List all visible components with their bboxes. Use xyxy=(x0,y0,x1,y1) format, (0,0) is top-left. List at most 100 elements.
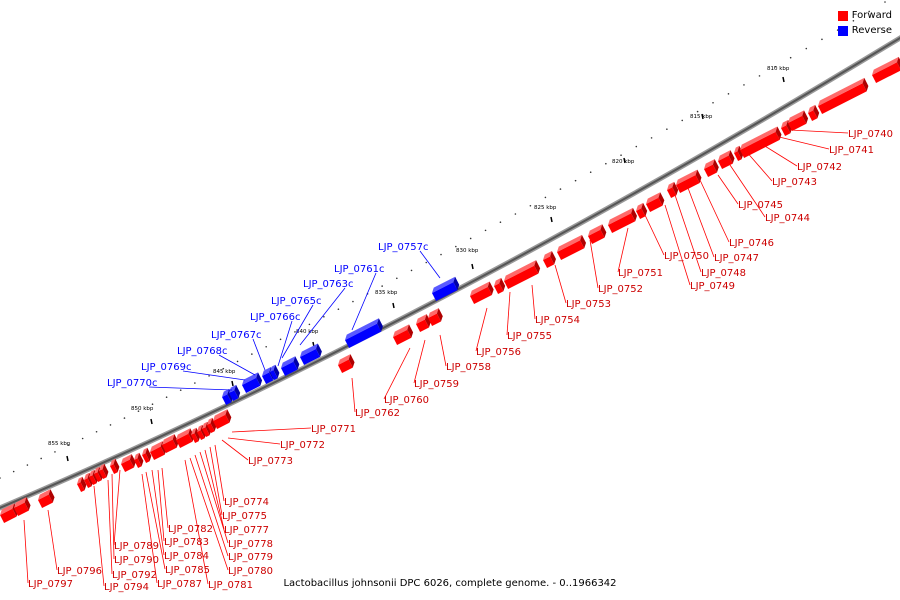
forward-leader-line xyxy=(214,444,225,502)
forward-gene-label: LJP_0753 xyxy=(566,299,611,310)
forward-gene-label: LJP_0790 xyxy=(114,555,159,566)
forward-gene-label: LJP_0785 xyxy=(165,565,210,576)
forward-gene-block-top xyxy=(338,354,351,365)
forward-leader-line xyxy=(506,291,511,336)
tick-label: 855 kbp xyxy=(48,441,71,447)
tick-label: 835 kbp xyxy=(375,290,398,296)
forward-leader-line xyxy=(589,239,599,289)
forward-gene-block-side xyxy=(424,314,431,328)
forward-gene-block xyxy=(162,434,179,454)
forward-gene-block-face xyxy=(608,213,636,234)
forward-gene-block-side xyxy=(580,234,587,249)
forward-gene-block-face xyxy=(207,423,215,434)
backbone-shadow xyxy=(0,35,900,511)
scale-dot xyxy=(529,204,532,207)
forward-gene-block-face xyxy=(110,464,118,475)
reverse-gene-block xyxy=(270,364,280,381)
forward-gene-label: LJP_0750 xyxy=(664,251,709,262)
forward-gene-block-top xyxy=(734,145,740,153)
forward-gene-block-side xyxy=(225,409,232,423)
forward-gene-label: LJP_0784 xyxy=(164,551,209,562)
reverse-gene-block-face xyxy=(432,282,458,302)
forward-gene-block xyxy=(494,277,506,295)
forward-gene-block-face xyxy=(781,125,791,137)
scale-dot xyxy=(666,128,668,130)
forward-gene-block-face xyxy=(121,459,134,473)
forward-gene-block-side xyxy=(737,145,744,160)
forward-gene-block-side xyxy=(641,202,648,217)
reverse-gene-label: LJP_0763c xyxy=(303,279,354,290)
forward-leader-line xyxy=(199,451,229,544)
forward-gene-label: LJP_0779 xyxy=(228,552,273,563)
reverse-gene-label: LJP_0757c xyxy=(378,242,429,253)
forward-gene-block-side xyxy=(600,224,607,238)
forward-gene-block-top xyxy=(176,428,191,440)
forward-gene-block xyxy=(718,150,735,170)
forward-gene-block-side xyxy=(775,126,782,140)
forward-leader-line xyxy=(687,187,715,258)
scale-dot xyxy=(789,56,792,59)
reverse-swatch xyxy=(837,25,848,36)
forward-gene-block xyxy=(557,234,587,261)
forward-leader-line xyxy=(47,509,58,571)
reverse-gene-block-face xyxy=(270,370,278,381)
forward-gene-block-side xyxy=(205,421,212,436)
reverse-gene-block-face xyxy=(300,348,321,366)
scale-dot xyxy=(308,323,311,326)
scale-dot xyxy=(381,285,383,287)
forward-gene-block xyxy=(608,207,638,234)
forward-gene-block-side xyxy=(728,150,735,164)
forward-gene-block-face xyxy=(38,494,53,509)
forward-gene-block-face xyxy=(740,131,780,159)
forward-gene-block-top xyxy=(0,503,15,515)
forward-gene-block-top xyxy=(14,497,27,508)
forward-gene-block-side xyxy=(172,434,179,448)
scale-dot xyxy=(469,237,472,240)
scale-dot xyxy=(337,308,340,311)
forward-leader-line xyxy=(674,194,702,273)
scale-dot xyxy=(425,261,428,264)
forward-gene-block xyxy=(872,56,900,84)
forward-gene-block-face xyxy=(197,430,205,441)
forward-gene-block-top xyxy=(202,421,208,429)
forward-gene-block-side xyxy=(194,427,201,442)
scale-dot xyxy=(12,470,15,473)
forward-leader-line xyxy=(664,204,691,286)
forward-gene-label: LJP_0762 xyxy=(355,408,400,419)
scale-dot xyxy=(0,477,1,479)
forward-gene-label: LJP_0741 xyxy=(829,145,874,156)
forward-leader-line xyxy=(157,469,165,542)
forward-gene-label: LJP_0778 xyxy=(228,539,273,550)
forward-leader-line xyxy=(221,439,249,461)
scale-dot xyxy=(635,145,638,148)
forward-leader-line xyxy=(351,377,356,413)
forward-gene-block-side xyxy=(695,169,702,184)
scale-dots xyxy=(0,1,886,479)
scale-dot xyxy=(137,410,140,412)
forward-gene-block-side xyxy=(24,497,31,511)
legend: Forward Reverse xyxy=(837,8,892,38)
forward-gene-block xyxy=(121,454,136,473)
forward-gene-block-face xyxy=(150,446,165,461)
forward-gene-block xyxy=(77,476,87,493)
forward-gene-block-side xyxy=(80,476,87,491)
legend-forward: Forward xyxy=(837,8,892,23)
forward-gene-block-face xyxy=(872,62,900,84)
forward-gene-block-face xyxy=(191,433,199,444)
reverse-gene-block-side xyxy=(293,356,300,370)
forward-gene-block xyxy=(667,181,679,199)
reverse-gene-block xyxy=(432,276,460,302)
forward-gene-block-face xyxy=(338,359,353,374)
forward-leader-line xyxy=(759,142,798,167)
forward-gene-label: LJP_0760 xyxy=(384,395,429,406)
forward-leader-line xyxy=(231,427,312,433)
tick-mark xyxy=(231,380,234,387)
reverse-gene-label: LJP_0765c xyxy=(271,296,322,307)
reverse-gene-block-top xyxy=(222,388,230,397)
forward-gene-block xyxy=(636,202,648,220)
tick-label: 825 kbp xyxy=(534,205,557,211)
forward-gene-block-top xyxy=(494,277,502,286)
forward-gene-label: LJP_0758 xyxy=(446,362,491,373)
forward-gene-label: LJP_0744 xyxy=(765,213,810,224)
reverse-gene-block-top xyxy=(270,364,276,372)
